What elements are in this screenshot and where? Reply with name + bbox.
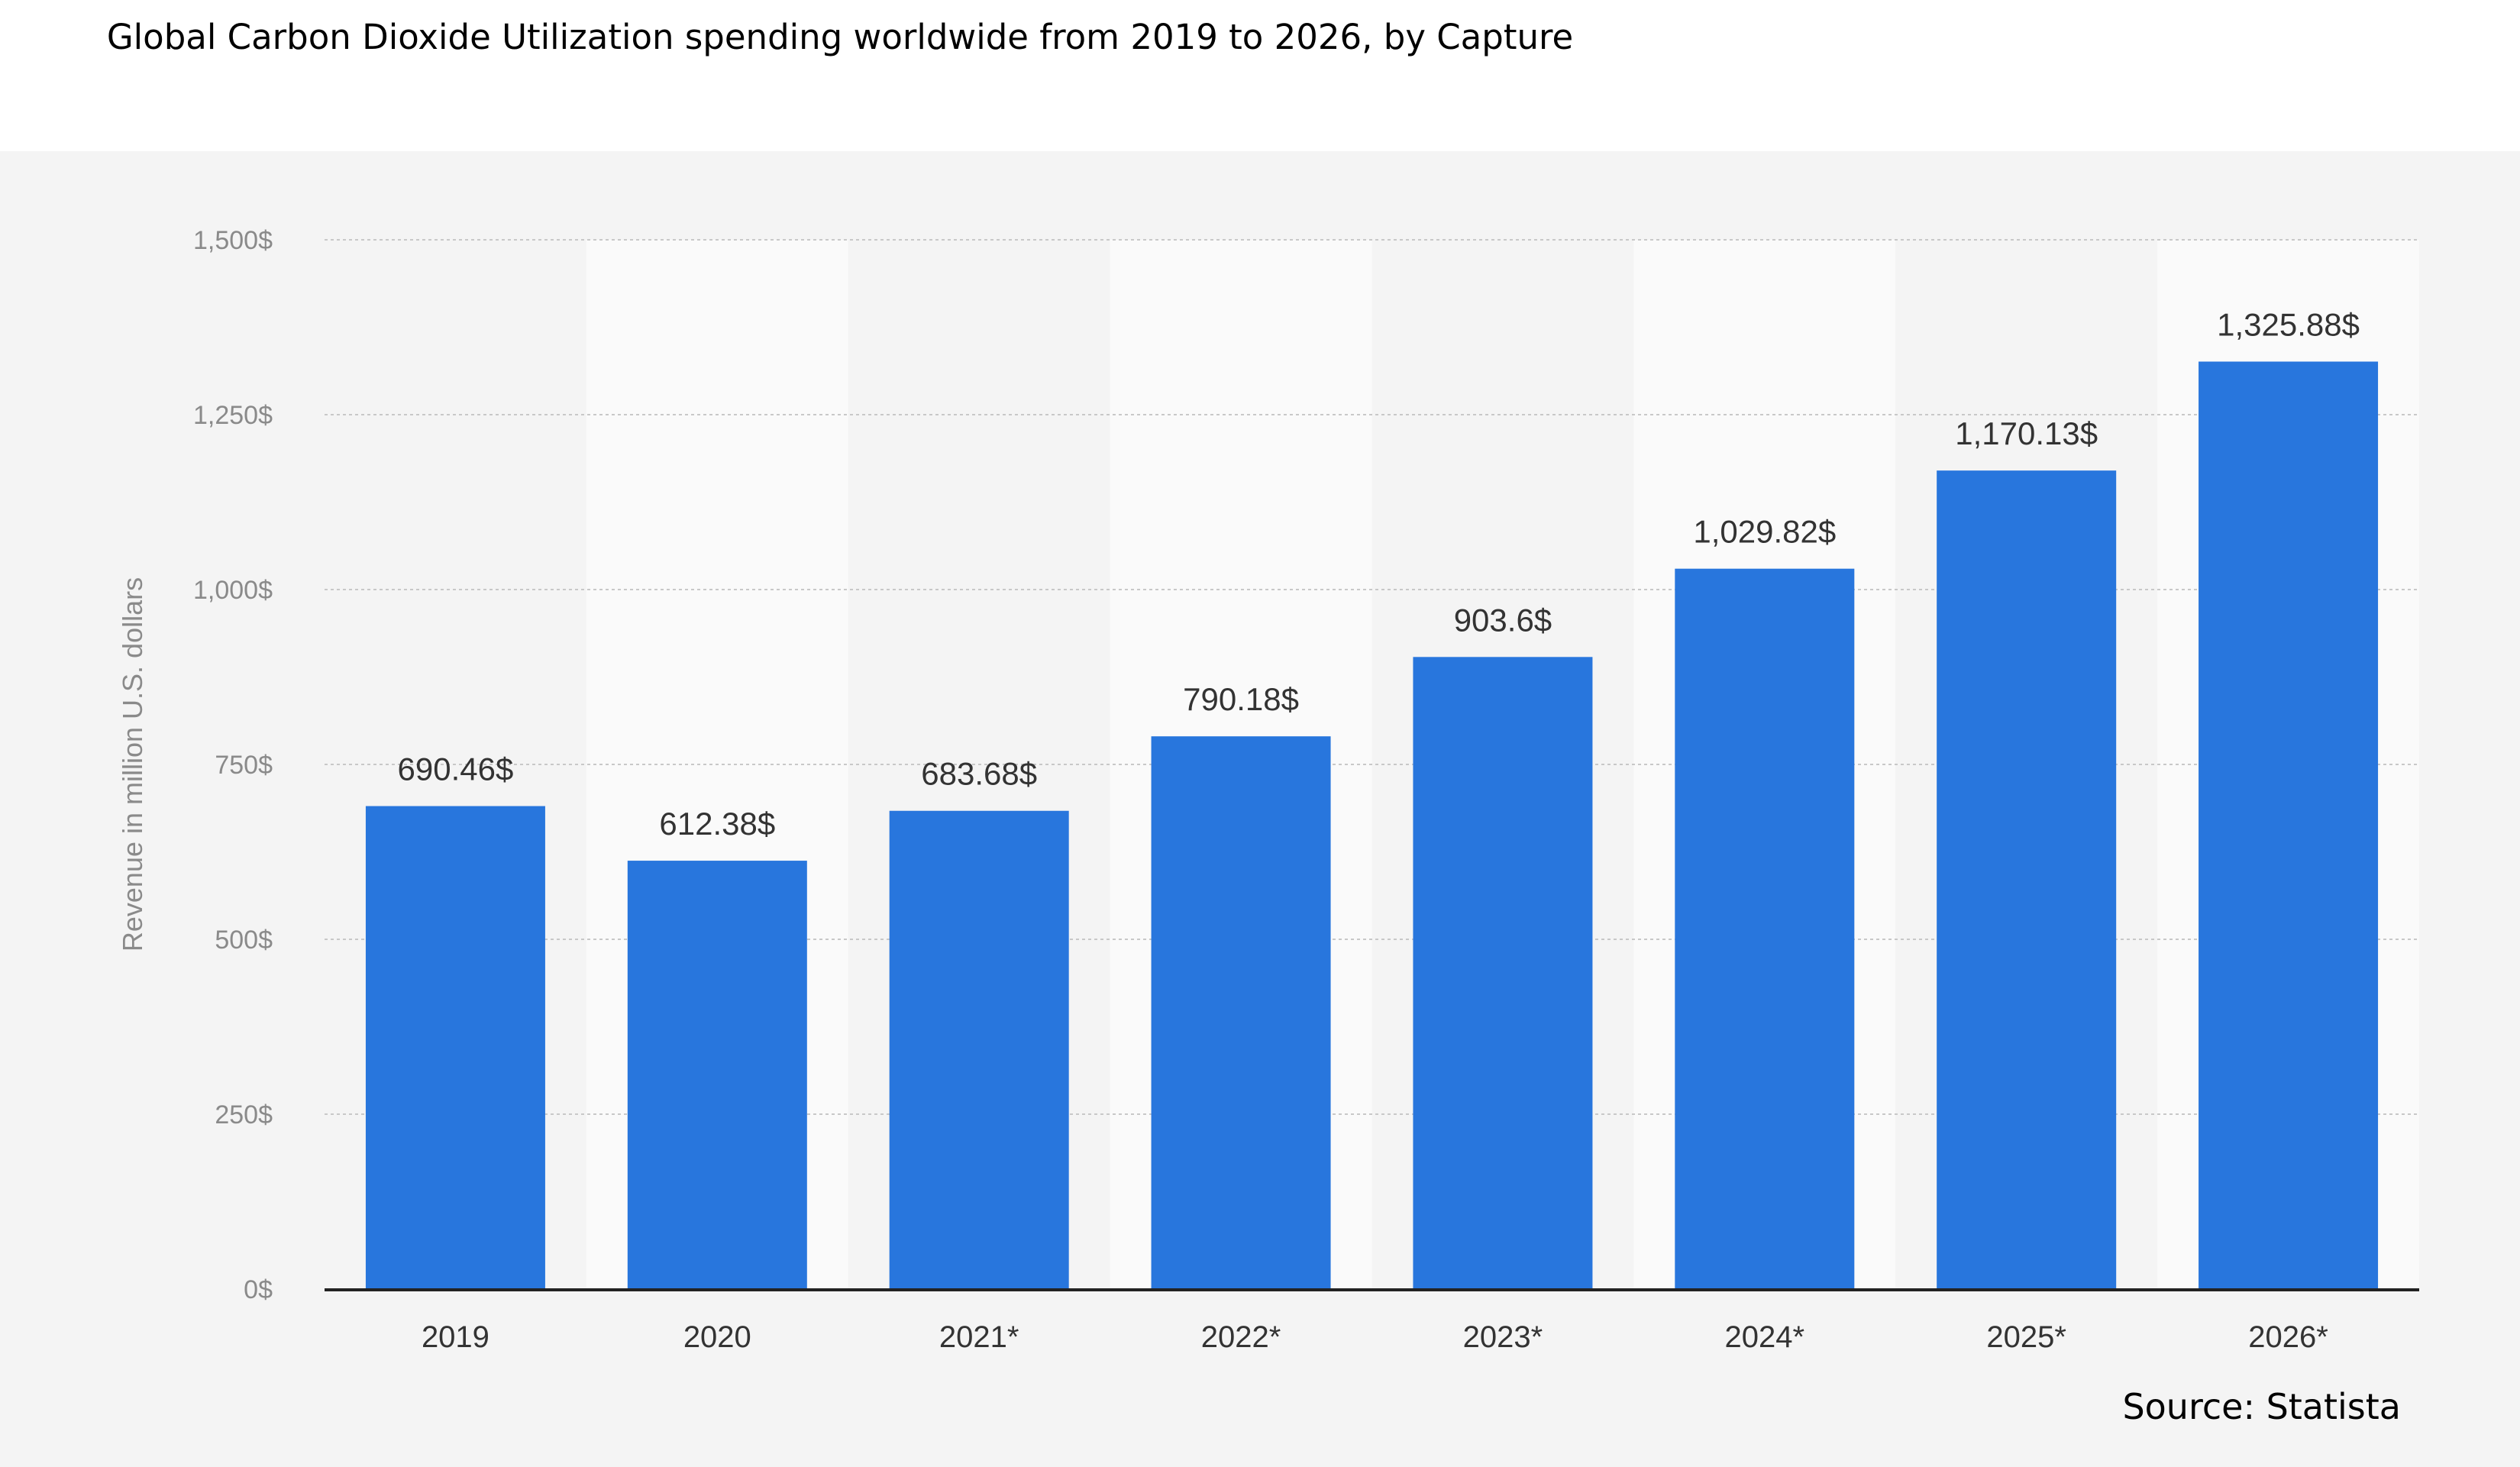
y-axis-title: Revenue in million U.S. dollars	[117, 577, 148, 952]
source-note: Source: Statista	[2122, 1386, 2401, 1427]
chart-panel: 0$ 250$ 500$ 750$ 1,000$ 1,250$ 1,500$ 690.46$…	[0, 151, 2520, 1467]
x-tick-label: 2019	[422, 1320, 489, 1354]
bar-2022[interactable]	[1151, 736, 1331, 1289]
data-label: 1,325.88$	[2217, 306, 2360, 342]
y-tick-label: 500$	[215, 926, 273, 955]
data-label: 790.18$	[1183, 681, 1299, 717]
bar-2024[interactable]	[1675, 568, 1855, 1289]
data-labels: 690.46$ 612.38$ 683.68$ 790.18$ 903.6$ 1,029.…	[398, 306, 2360, 842]
x-tick-label: 2024*	[1725, 1320, 1805, 1354]
x-tick-label: 2026*	[2248, 1320, 2328, 1354]
x-tick-label: 2025*	[1986, 1320, 2066, 1354]
bar-2025[interactable]	[1937, 470, 2117, 1289]
bar-2019[interactable]	[365, 806, 545, 1289]
y-tick-label: 1,500$	[193, 226, 273, 255]
bar-2021[interactable]	[889, 810, 1069, 1289]
bar-chart: 0$ 250$ 500$ 750$ 1,000$ 1,250$ 1,500$ 690.46$…	[117, 226, 2419, 1354]
bar-2023[interactable]	[1413, 657, 1593, 1289]
x-tick-label: 2023*	[1463, 1320, 1543, 1354]
y-axis-ticks: 0$ 250$ 500$ 750$ 1,000$ 1,250$ 1,500$	[193, 226, 273, 1304]
y-tick-label: 1,000$	[193, 576, 273, 605]
bars	[365, 361, 2379, 1290]
x-tick-label: 2022*	[1201, 1320, 1281, 1354]
x-tick-label: 2020	[683, 1320, 751, 1354]
x-tick-label: 2021*	[939, 1320, 1019, 1354]
y-tick-label: 750$	[215, 751, 273, 780]
data-label: 1,029.82$	[1693, 514, 1836, 550]
bar-2026[interactable]	[2199, 361, 2379, 1290]
data-label: 683.68$	[921, 756, 1037, 792]
data-label: 1,170.13$	[1955, 415, 2098, 451]
y-tick-label: 250$	[215, 1100, 273, 1129]
data-label: 690.46$	[398, 751, 514, 787]
data-label: 612.38$	[659, 806, 775, 842]
chart-title: Global Carbon Dioxide Utilization spendi…	[106, 17, 1574, 57]
y-tick-label: 0$	[244, 1275, 273, 1304]
bar-2020[interactable]	[627, 861, 807, 1289]
x-axis-labels: 2019 2020 2021* 2022* 2023* 2024* 2025* 2026*	[422, 1320, 2328, 1354]
y-tick-label: 1,250$	[193, 401, 273, 430]
data-label: 903.6$	[1454, 602, 1552, 638]
